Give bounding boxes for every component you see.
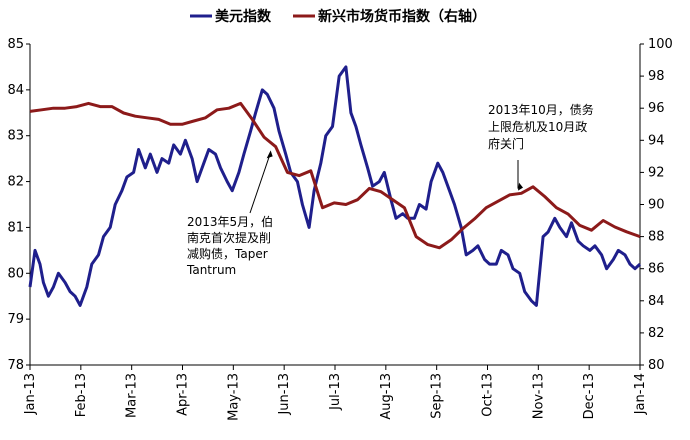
right-tick-label: 94 <box>648 133 665 148</box>
left-tick-label: 80 <box>7 266 24 281</box>
left-tick-label: 81 <box>7 220 24 235</box>
x-tick-label: Aug-13 <box>379 373 394 420</box>
series-line-usd-index <box>28 65 642 307</box>
x-tick-label: Nov-13 <box>531 373 546 419</box>
annotation-taper-tantrum-line: 2013年5月，伯 <box>187 214 273 229</box>
left-tick-label: 84 <box>7 83 24 98</box>
legend-label-em-currency-index: 新兴市场货币指数（右轴） <box>318 8 486 25</box>
right-tick-label: 80 <box>648 358 665 373</box>
x-tick-label: Feb-13 <box>74 373 89 417</box>
annotation-taper-tantrum-line: Tantrum <box>186 263 236 277</box>
axes: 78 79 80 81 82 83 84 85 80 82 84 86 88 90 92 94 96 98 100 J… <box>7 37 672 421</box>
annotation-debt-ceiling-line: 上限危机及10月政 <box>488 120 587 134</box>
left-tick-label: 82 <box>7 175 24 190</box>
x-tick-label: Jul-13 <box>328 373 343 411</box>
x-tick-label: Sep-13 <box>430 373 445 419</box>
right-tick-label: 96 <box>648 101 665 116</box>
right-tick-label: 90 <box>648 198 665 213</box>
series-lines <box>28 65 642 307</box>
right-tick-label: 86 <box>648 262 665 277</box>
x-tick-label: Jan-13 <box>23 373 38 415</box>
annotation-debt-ceiling-line: 府关门 <box>488 136 524 151</box>
annotation-debt-ceiling-line: 2013年10月，债务 <box>488 102 594 117</box>
left-tick-label: 85 <box>7 37 24 52</box>
right-tick-label: 98 <box>648 69 665 84</box>
series-line-em-currency-index <box>29 101 641 250</box>
x-tick-label: Mar-13 <box>125 373 140 418</box>
right-tick-label: 88 <box>648 230 665 245</box>
right-tick-label: 100 <box>648 37 673 52</box>
left-tick-label: 83 <box>7 129 24 144</box>
left-tick-label: 79 <box>7 312 24 327</box>
right-tick-label: 82 <box>648 326 665 341</box>
legend: 美元指数 新兴市场货币指数（右轴） <box>190 8 486 25</box>
x-tick-label: Dec-13 <box>582 373 597 419</box>
annotation-taper-tantrum-line: 减购债，Taper <box>187 246 268 261</box>
x-tick-label: May-13 <box>226 373 241 421</box>
annotation-taper-tantrum-arrow <box>249 152 272 214</box>
annotation-taper-tantrum-arrowhead <box>266 150 273 159</box>
right-tick-label: 84 <box>648 294 665 309</box>
x-tick-label: Apr-13 <box>176 373 191 416</box>
legend-label-usd-index: 美元指数 <box>215 8 272 25</box>
x-tick-label: Jun-13 <box>277 373 292 416</box>
right-tick-label: 92 <box>648 165 665 180</box>
x-tick-label: Jan-14 <box>633 373 648 415</box>
left-tick-label: 78 <box>7 358 24 373</box>
x-tick-label: Oct-13 <box>481 373 496 417</box>
annotation-debt-ceiling-arrowhead <box>518 182 523 191</box>
annotation-taper-tantrum-line: 南克首次提及削 <box>187 230 271 245</box>
